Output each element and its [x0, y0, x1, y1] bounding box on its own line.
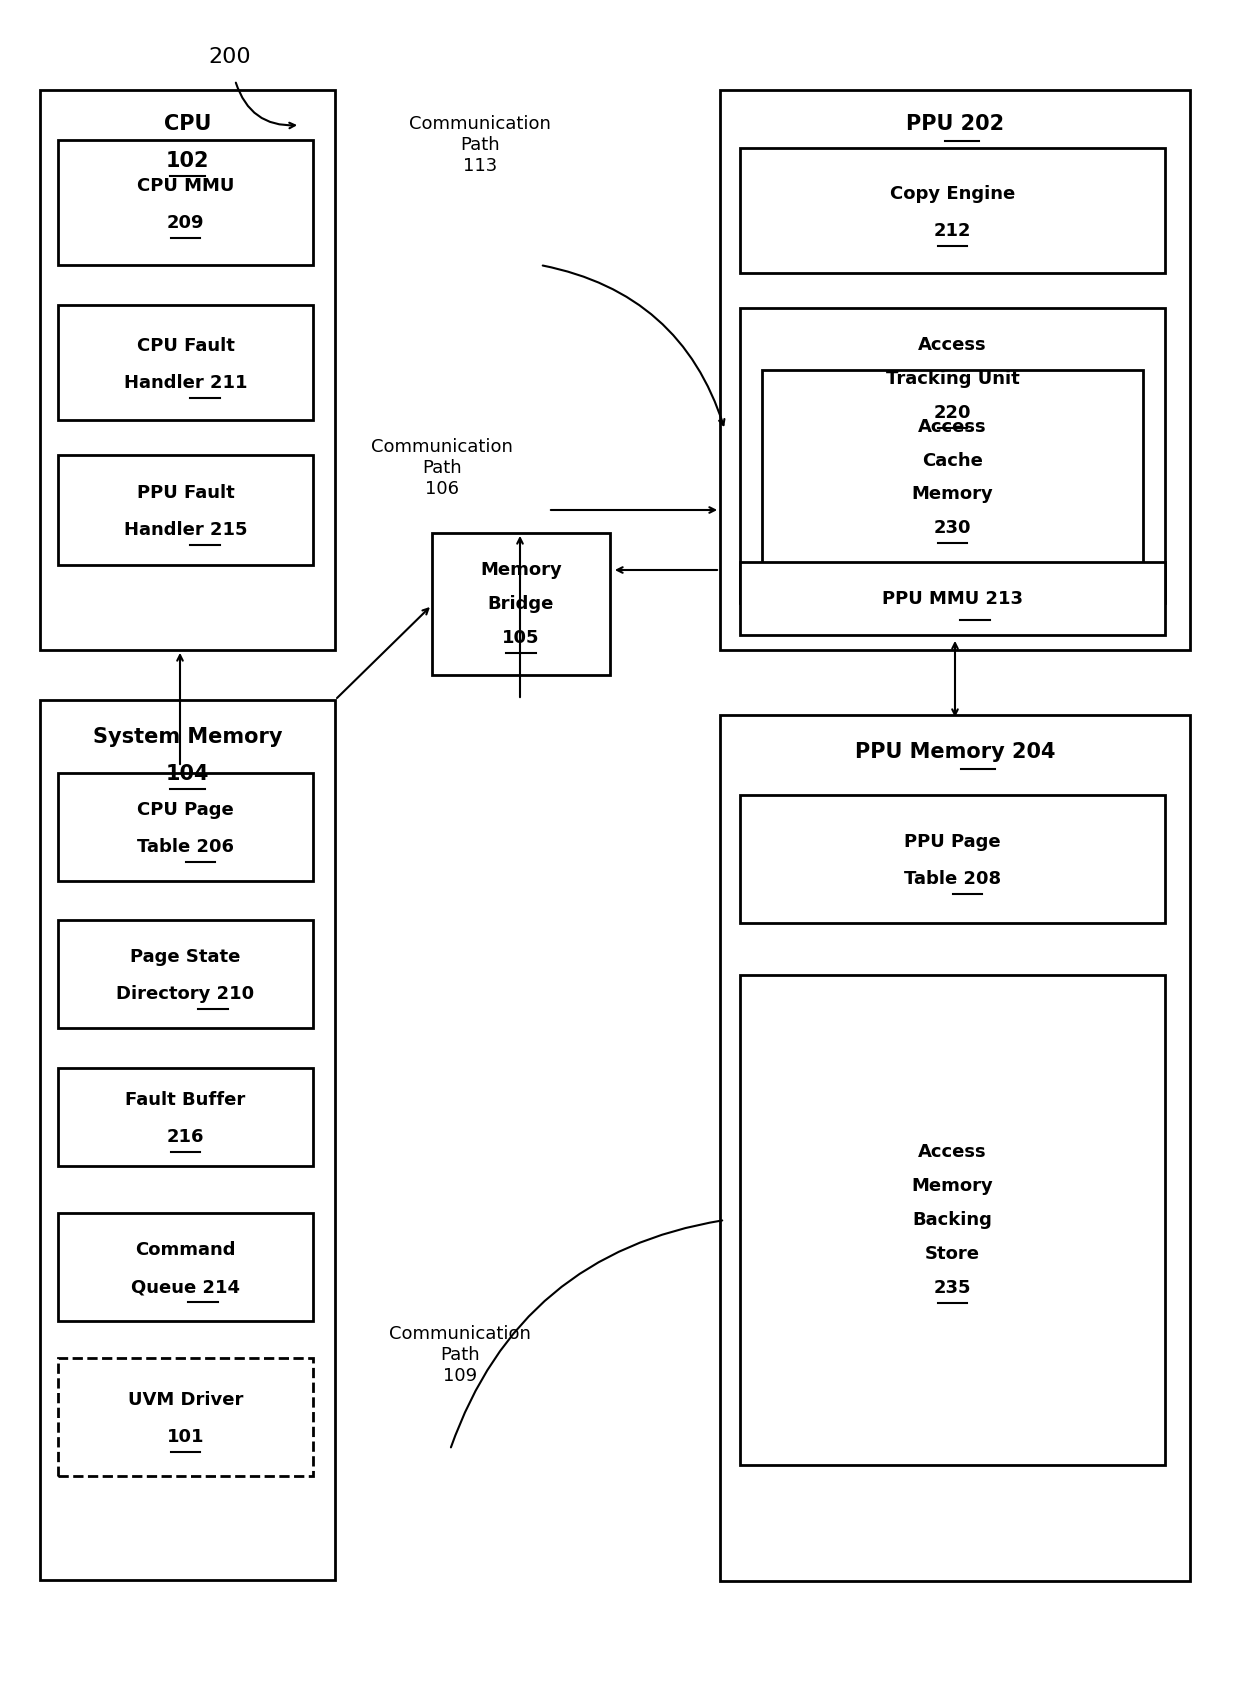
Text: 212: 212 [934, 221, 971, 240]
Text: Access: Access [918, 336, 987, 354]
Text: 101: 101 [166, 1428, 205, 1447]
Text: PPU 202: PPU 202 [906, 113, 1004, 133]
Bar [740, 562, 1166, 635]
Bar [720, 89, 1190, 650]
Text: Handler 211: Handler 211 [124, 373, 247, 392]
Text: CPU: CPU [164, 113, 211, 133]
Text: Communication
Path
109: Communication Path 109 [389, 1325, 531, 1384]
Bar [58, 1069, 312, 1166]
Bar [763, 370, 1143, 586]
Text: System Memory: System Memory [93, 728, 283, 748]
Bar [740, 976, 1166, 1465]
Text: UVM Driver: UVM Driver [128, 1391, 243, 1409]
Text: Store: Store [925, 1244, 980, 1263]
Bar [58, 1359, 312, 1475]
Bar [58, 456, 312, 565]
Bar [740, 149, 1166, 273]
Text: Access: Access [918, 1143, 987, 1161]
Text: 102: 102 [166, 150, 210, 170]
Bar [58, 1214, 312, 1322]
Text: 220: 220 [934, 403, 971, 422]
Text: 216: 216 [166, 1128, 205, 1146]
Text: Handler 215: Handler 215 [124, 522, 247, 538]
Bar [40, 701, 335, 1580]
Text: CPU Page: CPU Page [138, 802, 234, 819]
Text: Backing: Backing [913, 1210, 992, 1229]
Text: PPU Fault: PPU Fault [136, 484, 234, 501]
Bar [58, 306, 312, 420]
Text: 200: 200 [208, 47, 250, 68]
Bar [740, 795, 1166, 923]
Bar [58, 140, 312, 265]
Text: Bridge: Bridge [487, 594, 554, 613]
Text: 209: 209 [166, 214, 205, 231]
Text: Fault Buffer: Fault Buffer [125, 1090, 246, 1109]
Text: Communication
Path
106: Communication Path 106 [371, 439, 513, 498]
Text: Table 206: Table 206 [136, 839, 234, 856]
Text: PPU Memory 204: PPU Memory 204 [854, 743, 1055, 763]
Text: Queue 214: Queue 214 [131, 1278, 241, 1296]
Bar [432, 533, 610, 675]
Text: Copy Engine: Copy Engine [890, 184, 1016, 203]
Text: PPU Page: PPU Page [904, 834, 1001, 851]
Text: Cache: Cache [923, 452, 983, 469]
Text: Memory: Memory [911, 1177, 993, 1195]
Text: CPU MMU: CPU MMU [136, 177, 234, 194]
Text: 230: 230 [934, 520, 971, 537]
Text: Page State: Page State [130, 949, 241, 966]
Text: Tracking Unit: Tracking Unit [885, 370, 1019, 388]
Text: 235: 235 [934, 1278, 971, 1296]
Bar [720, 716, 1190, 1582]
Text: Memory: Memory [480, 560, 562, 579]
Text: CPU Fault: CPU Fault [136, 336, 234, 354]
Bar [40, 89, 335, 650]
Bar [58, 773, 312, 881]
Text: PPU MMU 213: PPU MMU 213 [882, 589, 1023, 608]
Bar [740, 307, 1166, 603]
Text: Memory: Memory [911, 486, 993, 503]
Text: Communication
Path
113: Communication Path 113 [409, 115, 551, 176]
Text: 104: 104 [166, 765, 210, 785]
Text: Directory 210: Directory 210 [117, 986, 254, 1003]
Text: Table 208: Table 208 [904, 871, 1001, 888]
Text: 105: 105 [502, 628, 539, 647]
Bar [58, 920, 312, 1028]
Text: Command: Command [135, 1241, 236, 1259]
Text: Access: Access [918, 419, 987, 436]
